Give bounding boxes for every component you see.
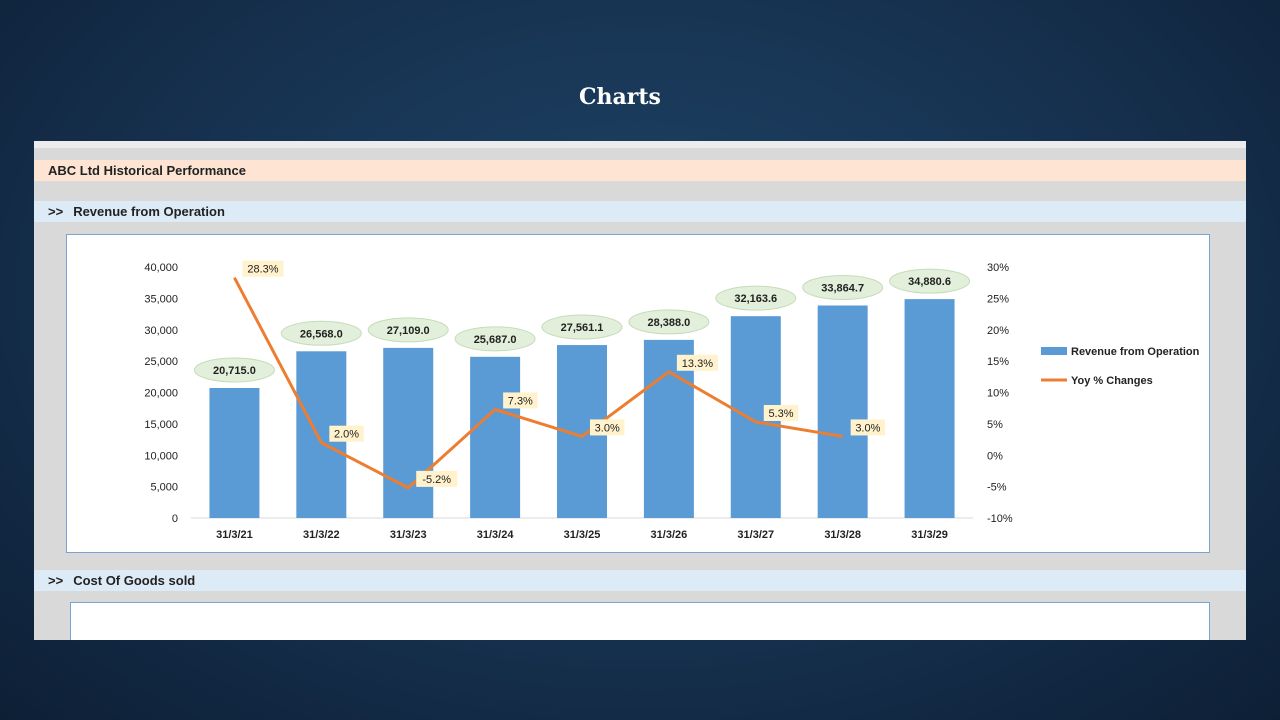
legend-label-revenue: Revenue from Operation xyxy=(1071,346,1200,358)
bar-data-label: 32,163.6 xyxy=(734,293,777,305)
y-right-tick-label: 0% xyxy=(987,450,1003,462)
revenue-bar xyxy=(817,305,868,518)
bar-data-label-bg xyxy=(367,317,449,343)
bar-data-label: 20,715.0 xyxy=(213,365,256,377)
y-left-tick-label: 40,000 xyxy=(144,262,178,274)
line-data-label-bg xyxy=(416,470,458,487)
y-right-tick-label: 30% xyxy=(987,262,1009,274)
x-tick-label: 31/3/22 xyxy=(303,529,340,541)
line-data-label-bg xyxy=(850,419,886,436)
cogs-chart-container xyxy=(70,602,1210,640)
section-revenue-header: >> Revenue from Operation xyxy=(34,201,1246,222)
bar-data-label-bg xyxy=(628,309,710,335)
bar-data-label: 28,388.0 xyxy=(647,317,690,329)
line-data-label-bg xyxy=(242,260,284,277)
bar-data-label-bg xyxy=(454,326,536,352)
section-cogs-header: >> Cost Of Goods sold xyxy=(34,570,1246,591)
revenue-chart: 0 5,000 10,000 15,000 20,000 25,000 30,000 35,0… xyxy=(144,260,1200,541)
line-data-label-bg xyxy=(763,404,799,421)
line-data-label: 3.0% xyxy=(595,422,620,434)
slide-title: Charts xyxy=(579,84,661,110)
line-data-label: 13.3% xyxy=(682,358,713,370)
line-data-label-bg xyxy=(503,392,538,409)
x-tick-label: 31/3/27 xyxy=(737,529,774,541)
y-left-tick-label: 0 xyxy=(172,513,178,525)
y-right-tick-label: 25% xyxy=(987,293,1009,305)
line-data-label: 2.0% xyxy=(334,429,359,441)
x-tick-label: 31/3/28 xyxy=(824,529,861,541)
y-right-tick-label: 20% xyxy=(987,325,1009,337)
bar-data-label-bg xyxy=(280,320,362,346)
section-title: Cost Of Goods sold xyxy=(73,573,196,588)
line-data-label: 5.3% xyxy=(768,408,793,420)
spreadsheet-area: ABC Ltd Historical Performance >> Revenue… xyxy=(34,141,1246,640)
y-left-tick-label: 20,000 xyxy=(144,388,178,400)
line-data-label: 7.3% xyxy=(508,395,533,407)
bar-data-label-bg xyxy=(715,285,797,311)
bar-data-label: 34,880.6 xyxy=(908,276,951,288)
bar-data-label-bg xyxy=(889,268,971,294)
revenue-bar xyxy=(209,388,260,518)
revenue-bar xyxy=(904,299,955,518)
x-tick-label: 31/3/24 xyxy=(477,529,515,541)
line-data-label: 28.3% xyxy=(247,264,278,276)
line-data-label: -5.2% xyxy=(422,474,451,486)
line-data-label: 3.0% xyxy=(855,422,880,434)
section-marker: >> xyxy=(48,204,64,219)
section-marker: >> xyxy=(48,573,64,588)
report-header: ABC Ltd Historical Performance xyxy=(34,160,1246,181)
legend-swatch-revenue xyxy=(1041,347,1067,355)
bar-data-label: 26,568.0 xyxy=(300,328,343,340)
yoy-line xyxy=(233,276,843,490)
bar-data-label-bg xyxy=(193,357,275,383)
x-tick-label: 31/3/21 xyxy=(216,529,253,541)
y-right-tick-label: -10% xyxy=(987,513,1013,525)
x-tick-label: 31/3/25 xyxy=(564,529,601,541)
y-left-tick-label: 15,000 xyxy=(144,419,178,431)
y-left-tick-label: 35,000 xyxy=(144,293,178,305)
revenue-chart-container: 0 5,000 10,000 15,000 20,000 25,000 30,000 35,0… xyxy=(66,234,1210,553)
y-right-tick-label: 10% xyxy=(987,388,1009,400)
revenue-bar xyxy=(383,347,434,518)
revenue-bar xyxy=(470,356,521,518)
bar-data-label: 27,109.0 xyxy=(387,325,430,337)
y-right-tick-label: 15% xyxy=(987,356,1009,368)
bar-data-label-bg xyxy=(541,314,623,340)
section-title: Revenue from Operation xyxy=(73,204,225,219)
bar-data-label: 27,561.1 xyxy=(561,322,604,334)
x-tick-label: 31/3/23 xyxy=(390,529,427,541)
line-data-label-bg xyxy=(329,425,364,442)
y-left-tick-label: 10,000 xyxy=(144,450,178,462)
y-left-tick-label: 5,000 xyxy=(150,482,178,494)
legend-label-yoy: Yoy % Changes xyxy=(1071,375,1153,387)
bar-data-label: 33,864.7 xyxy=(821,282,864,294)
line-data-label-bg xyxy=(676,354,718,371)
x-tick-label: 31/3/26 xyxy=(651,529,688,541)
column-header-strip xyxy=(34,141,1246,148)
bar-data-label-bg xyxy=(802,274,884,300)
y-left-tick-label: 25,000 xyxy=(144,356,178,368)
line-data-label-bg xyxy=(590,419,625,436)
y-right-tick-label: -5% xyxy=(987,482,1007,494)
x-tick-label: 31/3/29 xyxy=(911,529,948,541)
y-right-tick-label: 5% xyxy=(987,419,1003,431)
bar-data-label: 25,687.0 xyxy=(474,334,517,346)
y-left-tick-label: 30,000 xyxy=(144,325,178,337)
